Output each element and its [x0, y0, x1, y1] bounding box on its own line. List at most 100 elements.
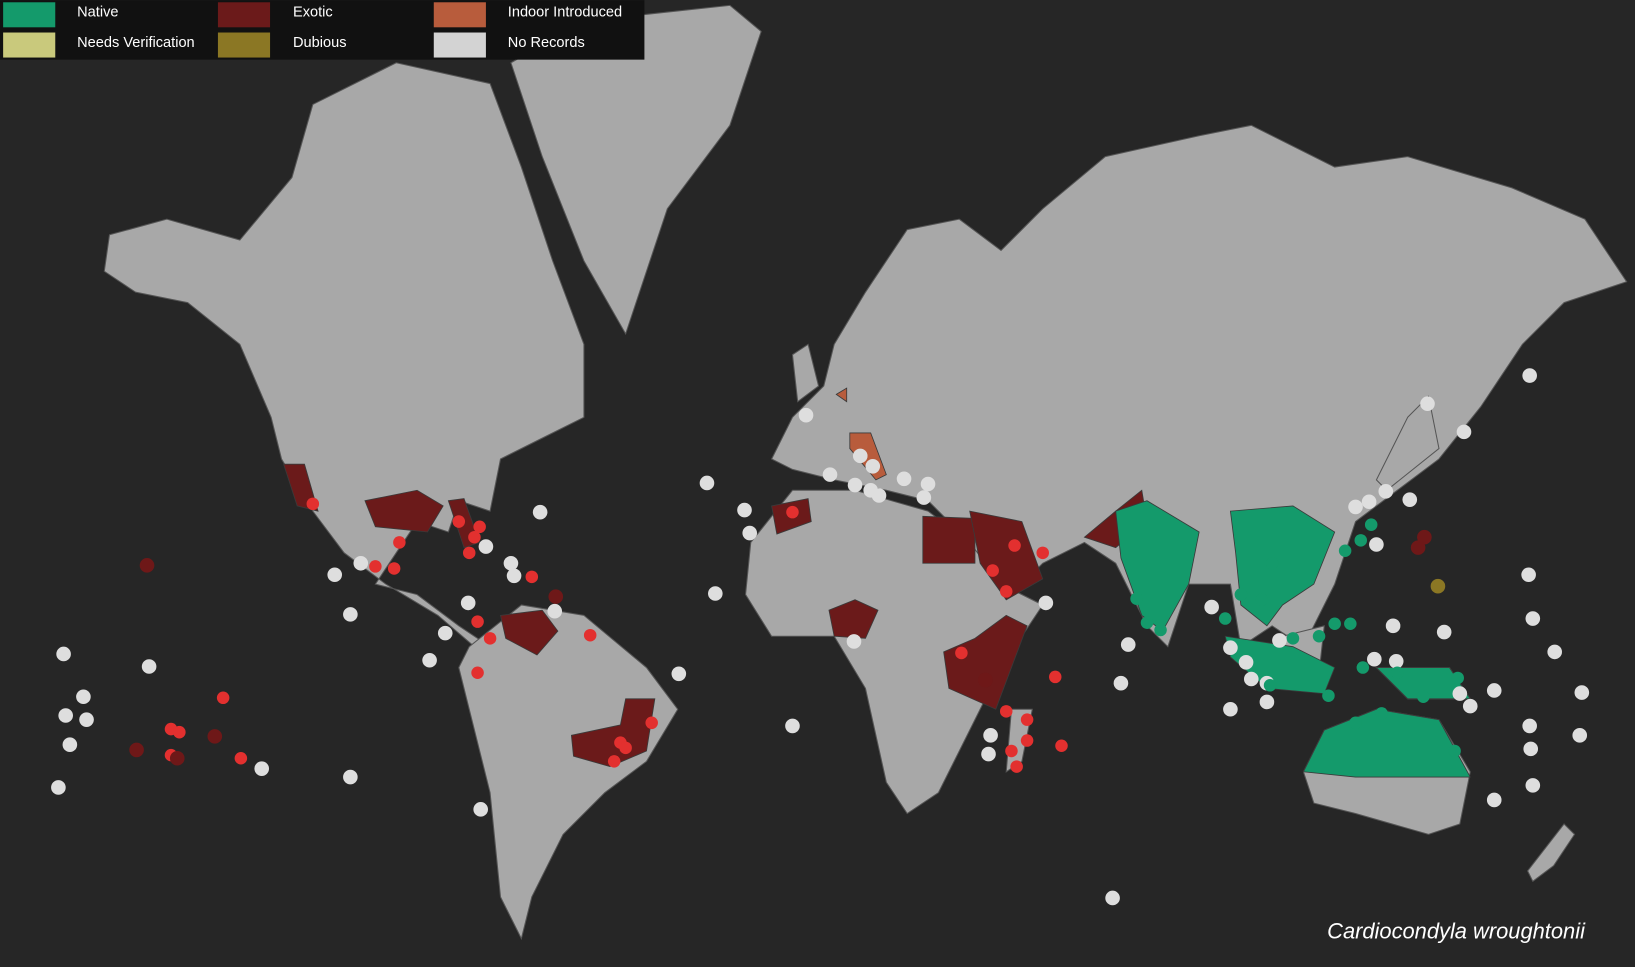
- legend-label: Native: [77, 5, 118, 21]
- legend-label: Exotic: [293, 5, 333, 21]
- record-dot-native: [1218, 612, 1232, 625]
- record-dot-none: [353, 555, 369, 571]
- record-dot-none: [846, 634, 862, 649]
- record-dot-none: [1525, 611, 1541, 626]
- record-dot-none: [852, 448, 868, 464]
- record-dot-none: [822, 467, 838, 482]
- record-dot-none: [141, 659, 157, 674]
- record-dot-native: [1265, 557, 1279, 570]
- record-dot-native: [1349, 716, 1362, 730]
- legend-label: Needs Verification: [77, 35, 194, 51]
- record-dot-none: [1523, 741, 1539, 757]
- record-dot-exotic-old: [129, 742, 144, 758]
- record-dot-none: [1378, 484, 1394, 499]
- record-dot-none: [1522, 368, 1537, 383]
- record-dot-native: [1130, 592, 1143, 605]
- record-dot-none: [51, 780, 66, 795]
- record-dot-exotic: [986, 564, 999, 577]
- region-east-africa: [943, 614, 1028, 710]
- record-dot-native: [1391, 666, 1404, 680]
- record-dot-exotic: [173, 725, 186, 739]
- record-dot-exotic-old: [548, 589, 564, 604]
- legend-swatch: [3, 32, 56, 58]
- record-dot-exotic: [387, 562, 401, 575]
- record-dot-none: [1204, 599, 1219, 615]
- record-dot-exotic: [471, 666, 484, 680]
- record-dot-native: [1417, 690, 1430, 703]
- record-dot-exotic: [462, 546, 476, 560]
- record-dot-native: [1344, 617, 1357, 631]
- record-dot-none: [422, 652, 437, 668]
- record-dot-native: [1448, 744, 1461, 758]
- record-dot-none: [460, 595, 476, 611]
- record-dot-none: [58, 708, 73, 723]
- record-dot-exotic: [583, 628, 597, 642]
- record-dot-none: [343, 607, 358, 622]
- record-dot-none: [62, 737, 78, 753]
- record-dot-none: [79, 712, 94, 727]
- record-dot-exotic: [306, 497, 320, 511]
- record-dot-none: [920, 476, 936, 492]
- region-netherlands: [835, 387, 848, 403]
- record-dot-none: [1272, 633, 1287, 648]
- record-dot-exotic: [1048, 670, 1062, 684]
- record-dot-none: [1348, 499, 1363, 515]
- record-dot-none: [503, 555, 519, 571]
- record-dot-none: [1574, 685, 1590, 700]
- record-dot-exotic-old: [169, 750, 185, 766]
- record-dot-native: [1322, 689, 1335, 702]
- record-dot-none: [1238, 655, 1254, 670]
- record-dot-none: [981, 746, 996, 762]
- new-zealand: [1526, 823, 1576, 883]
- record-dot-none: [1525, 778, 1541, 793]
- record-dot-exotic: [393, 536, 406, 549]
- record-dot-exotic: [645, 716, 658, 730]
- uk: [791, 343, 820, 403]
- record-dot-none: [1572, 728, 1588, 743]
- legend-label: No Records: [508, 35, 585, 51]
- record-dot-none: [327, 567, 343, 583]
- record-dot-none: [1486, 683, 1502, 698]
- record-dot-none: [671, 666, 687, 682]
- greenland: [510, 4, 762, 336]
- record-dot-none: [1420, 396, 1435, 412]
- record-dot-none: [785, 718, 800, 734]
- record-dot-exotic: [1010, 760, 1023, 773]
- record-dot-native: [1286, 632, 1300, 645]
- record-dot-native: [1312, 630, 1326, 643]
- record-dot-exotic: [786, 505, 799, 519]
- record-dot-exotic: [1020, 734, 1034, 747]
- record-dot-native: [1364, 518, 1378, 531]
- record-dot-exotic: [1055, 739, 1068, 753]
- record-dot-none: [254, 761, 270, 776]
- record-dot-none: [547, 603, 563, 619]
- record-dot-none: [1436, 624, 1452, 640]
- record-dot-native: [1328, 617, 1341, 631]
- record-dot-exotic: [619, 741, 632, 755]
- record-dot-native: [1375, 707, 1388, 720]
- record-dot-native: [1234, 588, 1248, 601]
- record-dot-exotic-old: [978, 672, 993, 688]
- legend-swatch: [3, 2, 56, 28]
- record-dot-exotic: [369, 560, 382, 573]
- record-dot-none: [1402, 492, 1418, 507]
- record-dot-exotic: [483, 632, 497, 645]
- record-dot-none: [871, 488, 887, 503]
- record-dot-exotic: [525, 570, 539, 584]
- region-egypt: [922, 515, 976, 564]
- record-dot-none: [1486, 792, 1502, 808]
- record-dot-none: [1243, 671, 1259, 687]
- record-dot-exotic: [1005, 744, 1018, 758]
- species-caption: Cardiocondyla wroughtonii: [1327, 919, 1586, 944]
- record-dot-none: [1452, 686, 1468, 701]
- record-dot-none: [1038, 595, 1054, 611]
- record-dot-exotic: [216, 691, 230, 705]
- record-dot-none: [847, 477, 863, 493]
- record-dot-none: [699, 475, 715, 491]
- record-dot-exotic: [471, 615, 484, 628]
- record-dot-none: [798, 407, 814, 423]
- record-dot-none: [1105, 890, 1120, 906]
- record-dot-none: [1223, 640, 1238, 656]
- record-dot-none: [896, 471, 912, 487]
